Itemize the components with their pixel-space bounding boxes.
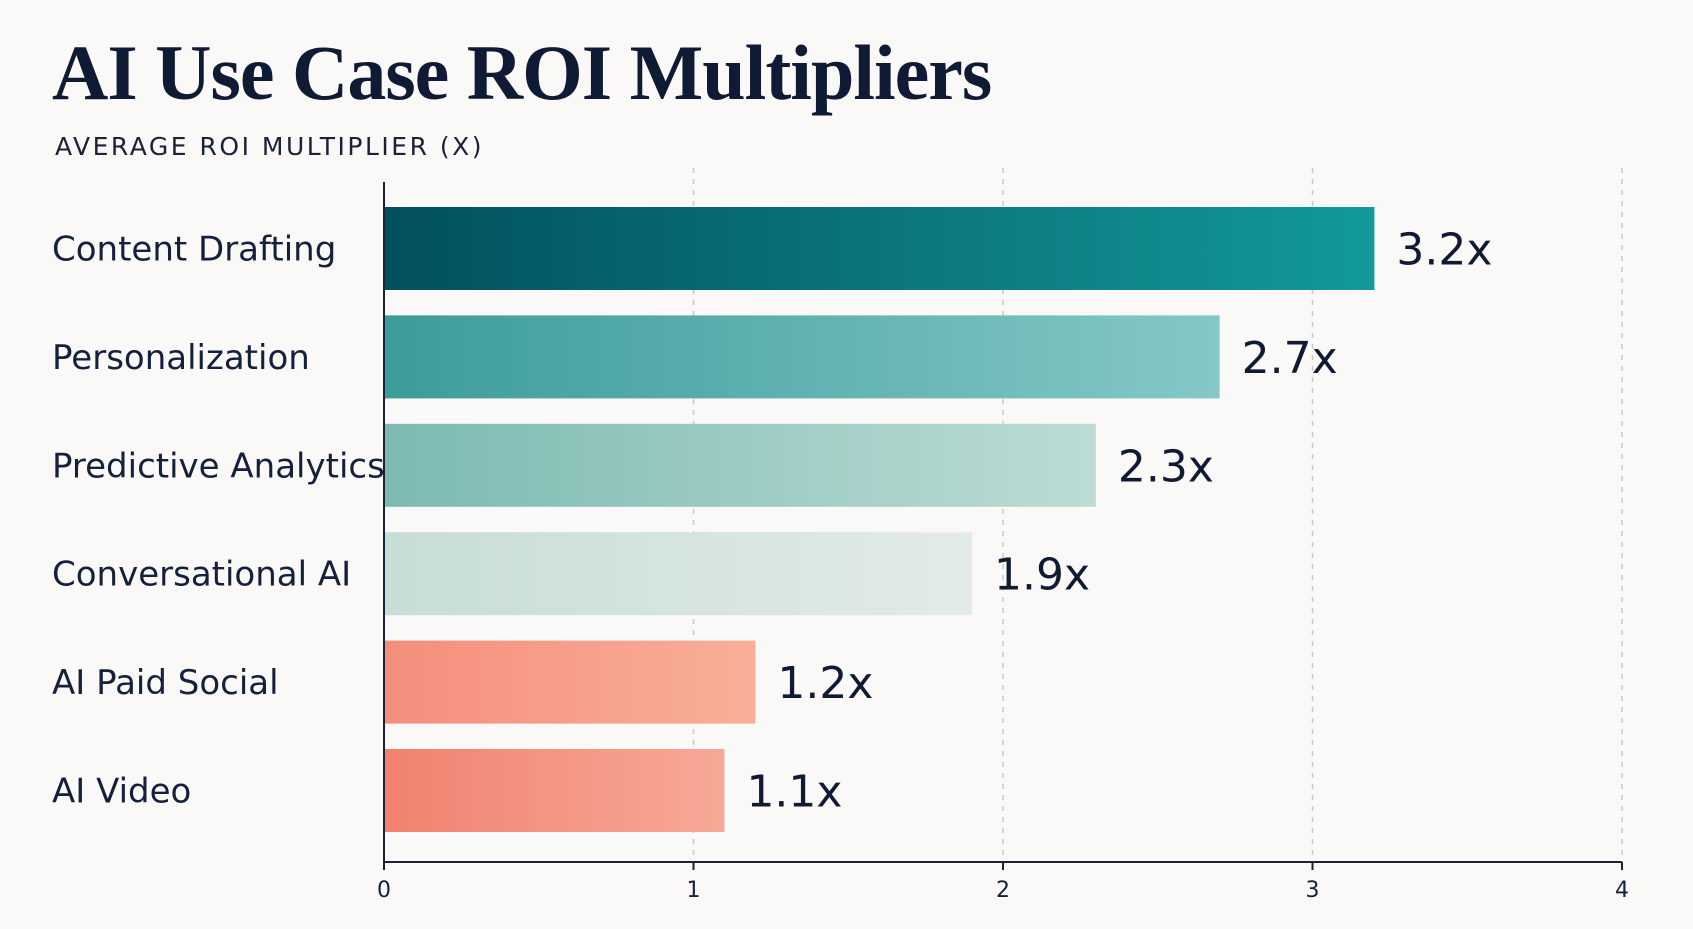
x-tick-label: 3 [1306,878,1320,903]
value-label: 2.3x [1118,441,1214,492]
value-label: 2.7x [1242,333,1338,384]
axes [383,182,1623,870]
x-tick-label: 1 [687,878,701,903]
bars [384,207,1375,832]
category-label: Conversational AI [52,555,351,595]
value-label: 1.1x [746,767,842,818]
chart-title: AI Use Case ROI Multipliers [52,29,992,116]
chart-subtitle: AVERAGE ROI MULTIPLIER (X) [55,132,485,161]
bar-ai-paid-social [384,640,756,724]
bar-content-drafting [384,207,1375,290]
x-tick-label: 4 [1615,878,1629,903]
x-tick-label: 2 [996,878,1010,903]
category-label: Content Drafting [52,230,336,270]
value-label: 1.2x [777,658,873,709]
bar-ai-video [384,749,725,832]
bar-conversational-ai [384,532,973,616]
category-label: AI Paid Social [52,663,279,703]
value-label: 1.9x [994,550,1090,601]
category-label: Predictive Analytics [52,446,385,486]
category-label: Personalization [52,338,310,378]
x-tick-label: 0 [377,878,391,903]
bar-predictive-analytics [384,423,1096,507]
labels: 0 1 2 3 4 Content Drafting 3.2x Personalization… [52,225,1629,904]
value-label: 3.2x [1396,225,1492,276]
bar-personalization [384,315,1220,399]
category-label: AI Video [52,772,191,812]
